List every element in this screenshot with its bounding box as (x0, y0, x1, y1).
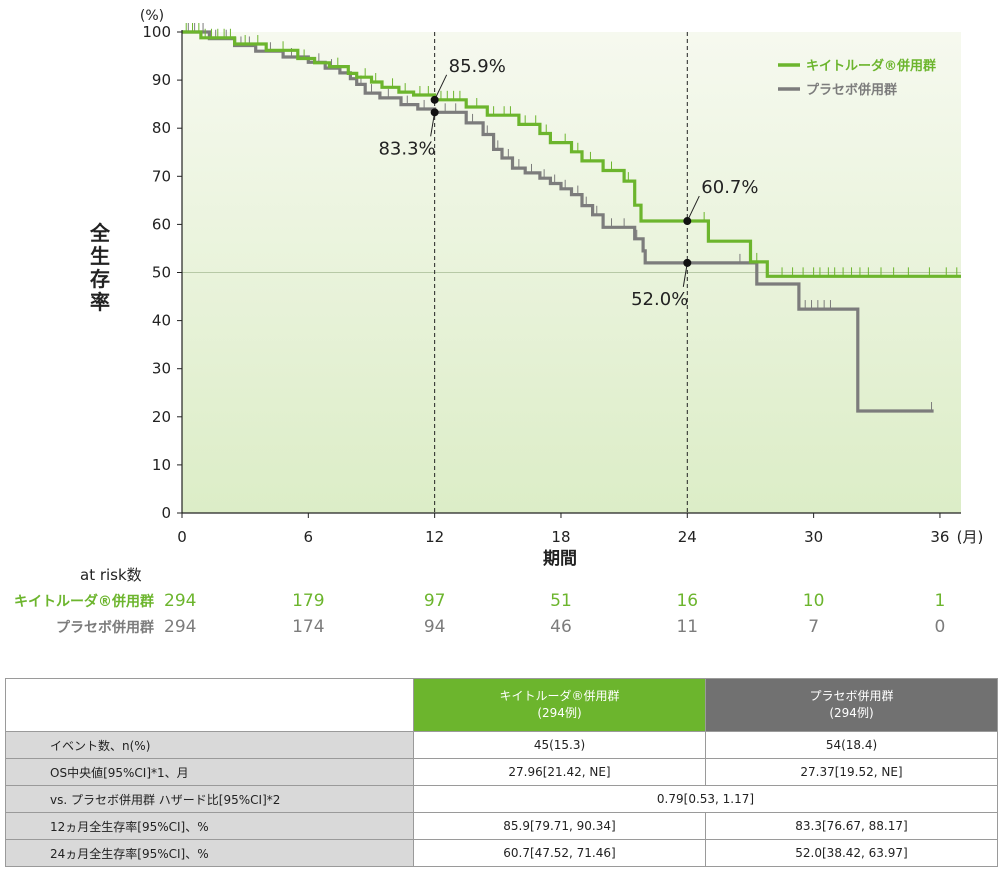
summary-header-keytruda: キイトルーダ®併用群 (294例) (413, 678, 706, 732)
at-risk-title: at risk数 (80, 566, 142, 584)
summary-header-placebo: プラセボ併用群 (294例) (705, 678, 998, 732)
at-risk-value: 46 (550, 617, 572, 637)
annotation-dot (430, 95, 439, 104)
x-tick-label: 0 (177, 528, 187, 546)
y-axis-title-char: 存 (90, 267, 110, 291)
y-tick-label: 40 (152, 312, 171, 330)
at-risk-row-label: キイトルーダ®併用群 (14, 593, 154, 610)
x-tick-label: 36 (930, 528, 949, 546)
table-row: 12ヵ月全生存率[95%CI]、% 85.9[79.71, 90.34] 83.… (5, 812, 998, 840)
at-risk-value: 174 (292, 617, 324, 637)
summary-header-placebo-n: (294例) (829, 706, 874, 720)
annotation-leader-line (682, 262, 688, 287)
legend-label: プラセボ併用群 (806, 82, 897, 98)
at-risk-value: 294 (164, 617, 196, 637)
y-axis-title: 全生存率 (89, 221, 111, 314)
y-tick-label: 100 (142, 23, 171, 41)
at-risk-value: 51 (550, 591, 572, 611)
y-tick-label: 70 (152, 167, 171, 185)
table-row: イベント数、n(%) 45(15.3) 54(18.4) (5, 731, 998, 759)
y-tick-label: 90 (152, 71, 171, 89)
annotation-label: 52.0% (631, 289, 688, 310)
y-tick-label: 10 (152, 456, 171, 474)
annotation-dot (683, 217, 692, 226)
cell-keytruda: 45(15.3) (413, 731, 706, 759)
curve-placebo (182, 30, 934, 413)
y-tick-label: 30 (152, 360, 171, 378)
cell-placebo: 54(18.4) (705, 731, 998, 759)
x-tick-label: 12 (425, 528, 444, 546)
cell-combined: 0.79[0.53, 1.17] (413, 785, 998, 813)
annotations: 85.9% 83.3% 60.7% 52.0% (378, 56, 758, 310)
survival-curves (182, 23, 961, 413)
summary-header-keytruda-n: (294例) (537, 706, 582, 720)
annotation-label: 83.3% (378, 138, 435, 159)
y-tick-label: 20 (152, 408, 171, 426)
at-risk-value: 294 (164, 591, 196, 611)
at-risk-value: 1 (935, 591, 946, 611)
x-tick-label: 30 (804, 528, 823, 546)
y-tick-label: 0 (161, 504, 171, 522)
row-label: 12ヵ月全生存率[95%CI]、% (5, 812, 414, 840)
annotation-leader-line (434, 74, 448, 101)
x-tick-label: 18 (551, 528, 570, 546)
at-risk-value: 16 (676, 591, 698, 611)
row-label: 24ヵ月全生存率[95%CI]、% (5, 839, 414, 867)
annotation-leader-line (430, 112, 436, 137)
table-row: 24ヵ月全生存率[95%CI]、% 60.7[47.52, 71.46] 52.… (5, 839, 998, 867)
at-risk-value: 10 (803, 591, 825, 611)
cell-keytruda: 85.9[79.71, 90.34] (413, 812, 706, 840)
table-row: vs. プラセボ併用群 ハザード比[95%CI]*2 0.79[0.53, 1.… (5, 785, 998, 813)
annotation-dot (683, 258, 692, 267)
at-risk-value: 179 (292, 591, 324, 611)
y-axis-title-char: 生 (90, 244, 110, 268)
x-axis-unit: (月) (957, 528, 984, 546)
at-risk-value: 11 (676, 617, 698, 637)
annotation-label: 85.9% (449, 56, 506, 77)
y-axis-title-char: 率 (90, 290, 110, 314)
x-tick-label: 24 (678, 528, 697, 546)
x-axis-title: 期間 (543, 549, 577, 569)
at-risk-value: 0 (935, 617, 946, 637)
at-risk-value: 97 (424, 591, 446, 611)
summary-table: キイトルーダ®併用群 (294例) プラセボ併用群 (294例) イベント数、n… (5, 678, 998, 867)
at-risk-value: 94 (424, 617, 446, 637)
curve-keytruda (182, 30, 961, 278)
cell-keytruda: 27.96[21.42, NE] (413, 758, 706, 786)
at-risk-row-label: プラセボ併用群 (56, 619, 154, 636)
y-tick-label: 50 (152, 264, 171, 282)
y-tick-label: 60 (152, 215, 171, 233)
row-label: OS中央値[95%CI]*1、月 (5, 758, 414, 786)
summary-header-keytruda-name: キイトルーダ®併用群 (499, 689, 620, 703)
summary-header-blank (5, 678, 414, 732)
row-label: vs. プラセボ併用群 ハザード比[95%CI]*2 (5, 785, 414, 813)
cell-placebo: 83.3[76.67, 88.17] (705, 812, 998, 840)
summary-header-placebo-name: プラセボ併用群 (809, 689, 894, 703)
cell-placebo: 52.0[38.42, 63.97] (705, 839, 998, 867)
cell-placebo: 27.37[19.52, NE] (705, 758, 998, 786)
legend-label: キイトルーダ®併用群 (806, 58, 936, 74)
summary-header-row: キイトルーダ®併用群 (294例) プラセボ併用群 (294例) (5, 678, 998, 732)
annotation-dot (430, 108, 439, 117)
y-axis-title-char: 全 (89, 221, 111, 245)
table-row: OS中央値[95%CI]*1、月 27.96[21.42, NE] 27.37[… (5, 758, 998, 786)
y-axis-unit: (%) (140, 8, 164, 24)
cell-keytruda: 60.7[47.52, 71.46] (413, 839, 706, 867)
axes: 0 10 20 30 40 50 60 70 80 90 100 0 6 12 18 24 30 36 (142, 23, 961, 546)
x-tick-label: 6 (304, 528, 314, 546)
row-label: イベント数、n(%) (5, 731, 414, 759)
y-tick-label: 80 (152, 119, 171, 137)
annotation-label: 60.7% (701, 177, 758, 198)
annotation-leader-line (686, 195, 700, 222)
at-risk-value: 7 (808, 617, 819, 637)
